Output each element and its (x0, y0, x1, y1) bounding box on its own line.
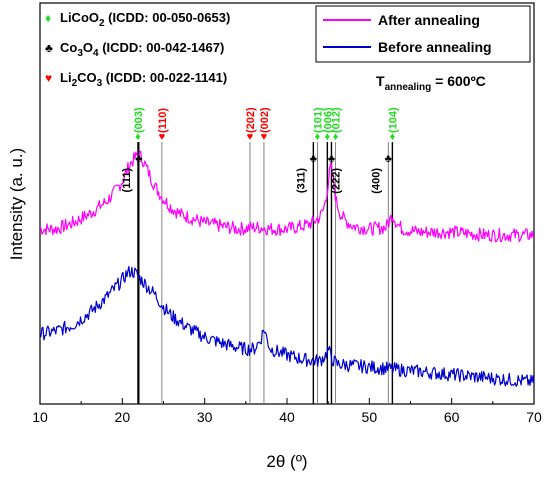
reference-label: (202) (245, 107, 257, 133)
reference-label: (101) (312, 107, 324, 133)
x-tick-label: 10 (32, 409, 48, 425)
diamond-icon: ♦ (45, 11, 51, 25)
reference-marker-icon: ♦ (135, 131, 141, 143)
legend: After annealing Before annealing (315, 5, 531, 63)
reference-label: (104) (387, 107, 399, 133)
reference-label: (222) (330, 168, 342, 194)
reference-label: (111) (121, 168, 133, 193)
reference-marker-icon: ♥ (261, 131, 268, 143)
plot-frame (39, 2, 535, 405)
phase-key-label: LiCoO2 (ICDD: 00-050-0653) (60, 10, 230, 29)
reference-marker-icon: ♥ (247, 131, 254, 143)
series-line-before-annealing (39, 265, 535, 387)
x-tick-label: 50 (362, 409, 378, 425)
phase-key-label: Co3O4 (ICDD: 00-042-1467) (60, 40, 224, 59)
reference-marker-icon: ♦ (390, 131, 396, 143)
reference-marker-icon: ♦ (325, 131, 331, 143)
x-tick-label: 40 (279, 409, 295, 425)
club-icon: ♣ (45, 41, 53, 55)
reference-lines (137, 142, 394, 404)
x-tick-label: 60 (444, 409, 460, 425)
legend-box (315, 5, 531, 63)
phase-key: ♦ LiCoO2 (ICDD: 00-050-0653) ♣ Co3O4 (ICDD:… (45, 10, 230, 89)
reference-labels: ♦(003)♣(111)♥(110)♥(202)♥(002)♣(311)♦(10… (121, 107, 400, 194)
annealing-temperature: Tannealing = 600ºC (376, 73, 486, 93)
x-axis-label: 2θ (º) (266, 452, 307, 471)
reference-label: (311) (295, 168, 307, 193)
y-axis-label: Intensity (a. u.) (7, 148, 26, 260)
reference-marker-icon: ♦ (333, 131, 339, 143)
reference-label: (006) (322, 107, 334, 133)
legend-before-label: Before annealing (378, 39, 492, 55)
phase-key-label: Li2CO3 (ICDD: 00-022-1141) (60, 70, 227, 89)
reference-marker-icon: ♥ (159, 131, 166, 143)
reference-marker-icon: ♣ (310, 153, 317, 165)
reference-marker-icon: ♣ (328, 153, 335, 165)
x-tick-label: 20 (115, 409, 131, 425)
x-tick-label: 70 (526, 409, 542, 425)
reference-label: (110) (157, 108, 169, 133)
legend-after-label: After annealing (378, 12, 480, 28)
heart-icon: ♥ (45, 71, 52, 85)
series-line-after-annealing (39, 150, 535, 243)
x-tick-label: 30 (197, 409, 213, 425)
series-group (39, 150, 535, 387)
x-axis-ticks: 10 20 30 40 50 60 70 (32, 398, 542, 425)
reference-label: (012) (331, 107, 343, 133)
reference-label: (003) (133, 107, 145, 133)
reference-marker-icon: ♦ (315, 131, 321, 143)
reference-marker-icon: ♣ (385, 153, 392, 165)
reference-label: (002) (259, 107, 271, 133)
reference-label: (400) (370, 168, 382, 194)
reference-marker-icon: ♣ (135, 153, 142, 165)
